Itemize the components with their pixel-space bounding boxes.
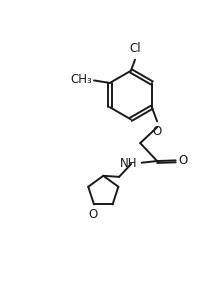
Text: O: O (88, 207, 97, 220)
Text: CH₃: CH₃ (70, 73, 92, 86)
Text: NH: NH (120, 157, 137, 170)
Text: O: O (178, 154, 187, 167)
Text: O: O (153, 125, 162, 138)
Text: Cl: Cl (129, 42, 141, 55)
